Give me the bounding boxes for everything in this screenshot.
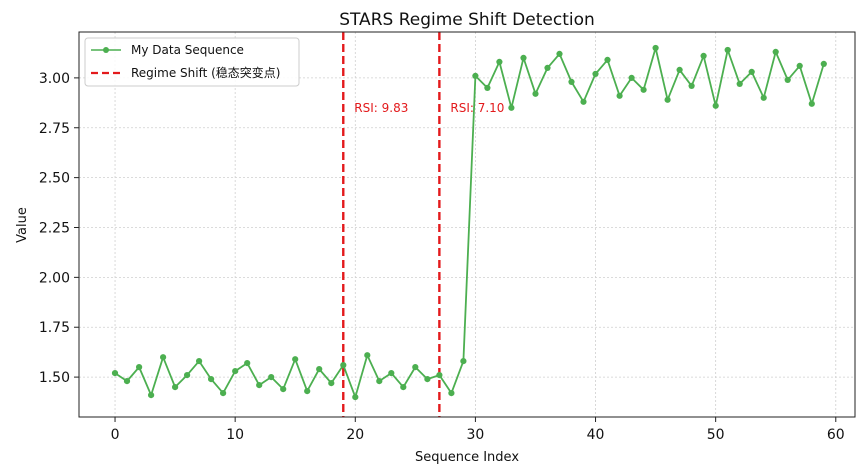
data-point [604, 56, 611, 64]
data-point [688, 82, 695, 89]
x-axis-label: Sequence Index [415, 450, 519, 465]
data-point [820, 60, 827, 67]
data-point [268, 374, 275, 381]
chart-title: STARS Regime Shift Detection [339, 10, 595, 30]
data-point [748, 68, 755, 75]
legend: My Data Sequence Regime Shift (稳态突变点) [84, 37, 300, 87]
data-point [640, 86, 647, 93]
x-tick-label: 40 [587, 427, 605, 443]
data-point [232, 368, 239, 375]
legend-label-shift: Regime Shift (稳态突变点) [131, 65, 280, 80]
data-point [712, 102, 719, 109]
data-point [700, 52, 707, 60]
data-point [376, 378, 383, 385]
data-point [724, 46, 731, 54]
data-point [328, 380, 335, 387]
data-point [340, 362, 347, 369]
data-point [436, 372, 443, 379]
data-point [111, 370, 119, 377]
data-point [556, 50, 563, 58]
data-point [628, 74, 635, 81]
y-tick-label: 3.00 [39, 71, 70, 87]
data-point [508, 104, 515, 111]
x-tick-label: 50 [707, 427, 725, 443]
data-point [184, 372, 191, 379]
y-tick-label: 1.75 [39, 320, 70, 336]
data-point [280, 386, 287, 393]
series-line [114, 47, 825, 399]
data-point [664, 96, 671, 103]
y-tick-label: 2.75 [39, 121, 70, 137]
data-point [760, 94, 767, 101]
data-point [652, 44, 659, 52]
data-point [448, 390, 455, 397]
data-point [592, 70, 599, 77]
y-axis-ticks: 1.50 1.75 2.00 2.25 2.50 2.75 3.00 [39, 71, 79, 386]
x-axis-ticks: 0 10 20 30 40 50 60 [111, 417, 845, 443]
x-tick-label: 30 [466, 427, 484, 443]
data-point [220, 390, 227, 397]
data-point [580, 98, 587, 105]
data-point [304, 388, 311, 395]
x-tick-label: 0 [111, 427, 120, 443]
legend-marker-series [103, 47, 109, 53]
legend-label-series: My Data Sequence [131, 43, 244, 57]
y-tick-label: 2.00 [39, 270, 70, 286]
plot-frame [78, 31, 856, 418]
data-point [292, 356, 299, 363]
regime-shift-annotation: RSI: 7.10 [450, 101, 504, 115]
data-point [148, 392, 155, 399]
data-point [616, 92, 623, 99]
x-tick-label: 60 [827, 427, 845, 443]
data-point [400, 384, 407, 391]
y-tick-label: 1.50 [39, 370, 70, 386]
data-point [532, 90, 539, 97]
data-point [316, 366, 323, 373]
data-point [544, 64, 551, 71]
data-point [256, 382, 263, 389]
data-point [796, 62, 803, 69]
y-axis-label: Value [15, 207, 30, 243]
data-point [352, 394, 359, 401]
data-point [244, 360, 251, 367]
data-point [424, 376, 431, 383]
data-point [160, 354, 167, 361]
data-point [364, 352, 371, 359]
data-point [388, 370, 395, 377]
data-series [111, 44, 827, 401]
data-point [472, 72, 479, 79]
data-point [136, 364, 143, 371]
data-point [772, 48, 779, 56]
data-point [196, 358, 203, 365]
data-point [784, 76, 791, 83]
grid [79, 32, 855, 417]
data-point [123, 378, 131, 385]
x-tick-label: 10 [226, 427, 244, 443]
data-point [496, 58, 503, 65]
data-point [676, 66, 683, 73]
data-point [808, 100, 815, 107]
data-point [568, 78, 575, 85]
y-tick-label: 2.25 [39, 220, 70, 236]
legend-box [84, 37, 300, 87]
y-tick-label: 2.50 [39, 171, 70, 187]
data-point [520, 54, 527, 62]
regime-shift-lines: RSI: 9.83 RSI: 7.10 [342, 32, 504, 417]
x-tick-label: 20 [346, 427, 364, 443]
data-point [412, 364, 419, 371]
data-point [484, 84, 491, 91]
data-point [172, 384, 179, 391]
data-point [208, 376, 215, 383]
regime-shift-annotation: RSI: 9.83 [354, 101, 408, 115]
data-point [460, 358, 467, 365]
data-point [736, 80, 743, 87]
